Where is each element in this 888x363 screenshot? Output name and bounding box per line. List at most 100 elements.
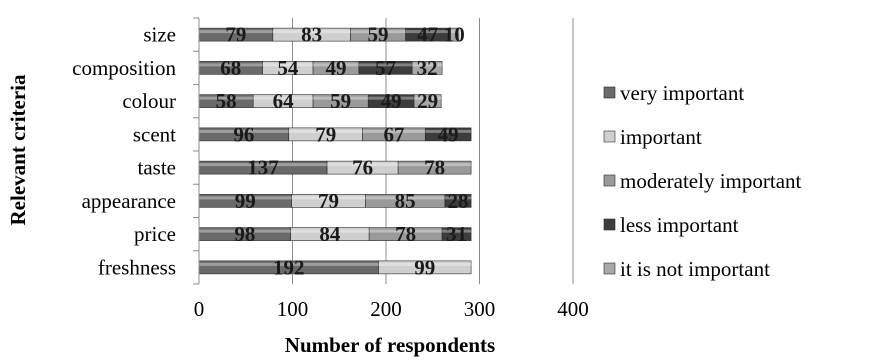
category-label-scent: scent xyxy=(133,122,176,146)
bar-scent-less-important xyxy=(424,127,472,142)
data-label-scent-moderately-important: 67 xyxy=(383,122,404,146)
bar-highlight xyxy=(362,129,426,133)
bar-highlight xyxy=(449,30,459,34)
bar-highlight xyxy=(425,129,472,133)
legend-label-important: important xyxy=(620,125,702,149)
x-tick-label-400: 400 xyxy=(557,297,589,321)
data-label-appearance-important: 79 xyxy=(318,189,339,213)
bar-highlight xyxy=(313,63,359,67)
data-label-composition-it-is-not-important: 32 xyxy=(417,56,438,80)
data-label-price-moderately-important: 78 xyxy=(395,222,416,246)
bar-highlight xyxy=(199,229,291,233)
bar-highlight xyxy=(199,63,263,67)
bar-highlight xyxy=(262,63,314,67)
bar-highlight xyxy=(288,129,363,133)
legend-swatch-very-important xyxy=(603,86,616,99)
bar-highlight xyxy=(369,229,443,233)
bar-highlight xyxy=(444,196,472,200)
bar-size-it-is-not-important xyxy=(449,27,460,42)
data-label-size-it-is-not-important: 10 xyxy=(444,23,465,47)
data-label-appearance-very-important: 99 xyxy=(235,189,256,213)
bar-highlight xyxy=(199,262,379,266)
bar-highlight xyxy=(253,96,314,100)
bar-composition-it-is-not-important xyxy=(411,61,443,75)
bar-highlight xyxy=(358,63,413,67)
category-label-colour: colour xyxy=(122,89,176,113)
legend-label-it-is-not-important: it is not important xyxy=(620,257,770,281)
data-label-colour-less-important: 49 xyxy=(381,89,402,113)
data-label-colour-important: 64 xyxy=(273,89,295,113)
x-axis-title: Number of respondents xyxy=(285,333,495,357)
data-label-colour-very-important: 58 xyxy=(216,89,237,113)
bar-highlight xyxy=(272,30,351,34)
bar-highlight xyxy=(199,30,273,34)
data-label-size-very-important: 79 xyxy=(225,23,246,47)
category-label-freshness: freshness xyxy=(98,255,176,279)
category-label-size: size xyxy=(143,23,176,47)
y-axis-title: Relevant criteria xyxy=(6,74,30,226)
legend-label-very-important: very important xyxy=(620,81,744,105)
legend-swatch-important xyxy=(603,130,616,143)
category-label-taste: taste xyxy=(138,156,176,180)
data-label-size-less-important: 47 xyxy=(417,23,438,47)
data-label-colour-it-is-not-important: 29 xyxy=(417,89,438,113)
axes: 0 100 200 300 400 size composition colour scent t… xyxy=(72,17,589,321)
data-label-size-important: 83 xyxy=(301,23,322,47)
bars xyxy=(198,27,472,275)
bar-highlight xyxy=(327,163,399,167)
bar-taste-moderately-important xyxy=(397,160,472,175)
x-tick-label-300: 300 xyxy=(464,297,496,321)
data-label-colour-moderately-important: 59 xyxy=(330,89,351,113)
legend-swatch-moderately-important xyxy=(603,174,616,187)
data-label-taste-very-important: 137 xyxy=(247,156,279,180)
bar-highlight xyxy=(199,96,254,100)
legend-label-moderately-important: moderately important xyxy=(620,169,802,193)
bar-highlight xyxy=(199,163,328,167)
bar-highlight xyxy=(378,262,472,266)
data-label-scent-less-important: 49 xyxy=(438,122,459,146)
x-tick-label-200: 200 xyxy=(370,297,402,321)
data-label-composition-important: 54 xyxy=(277,56,299,80)
bar-highlight xyxy=(290,229,370,233)
bar-appearance-less-important xyxy=(444,194,472,208)
category-label-price: price xyxy=(134,222,176,246)
bar-highlight xyxy=(414,96,442,100)
data-label-appearance-less-important: 28 xyxy=(447,189,468,213)
bar-price-less-important xyxy=(441,227,472,241)
bar-highlight xyxy=(442,229,472,233)
legend-swatch-it-is-not-important xyxy=(603,262,616,275)
data-label-freshness-very-important: 192 xyxy=(273,255,305,279)
data-label-price-less-important: 31 xyxy=(446,222,467,246)
bar-colour-it-is-not-important xyxy=(413,94,442,108)
bar-highlight xyxy=(199,129,289,133)
bar-highlight xyxy=(350,30,406,34)
bar-highlight xyxy=(291,196,366,200)
bar-highlight xyxy=(199,196,292,200)
data-label-scent-very-important: 96 xyxy=(233,122,254,146)
x-tick-label-100: 100 xyxy=(277,297,309,321)
legend-label-less-important: less important xyxy=(620,213,739,237)
bar-highlight xyxy=(365,196,445,200)
category-label-composition: composition xyxy=(72,56,176,80)
data-label-composition-moderately-important: 49 xyxy=(325,56,346,80)
legend-swatch-less-important xyxy=(603,218,616,231)
data-label-appearance-moderately-important: 85 xyxy=(395,189,416,213)
category-label-appearance: appearance xyxy=(82,189,176,213)
data-label-taste-important: 76 xyxy=(352,156,373,180)
bar-highlight xyxy=(405,30,450,34)
bar-highlight xyxy=(398,163,472,167)
data-label-composition-less-important: 57 xyxy=(375,56,396,80)
bar-highlight xyxy=(313,96,369,100)
data-label-price-very-important: 98 xyxy=(234,222,255,246)
bar-highlight xyxy=(412,63,443,67)
data-label-size-moderately-important: 59 xyxy=(368,23,389,47)
data-label-composition-very-important: 68 xyxy=(220,56,241,80)
data-label-freshness-important: 99 xyxy=(414,255,435,279)
x-tick-label-0: 0 xyxy=(194,297,205,321)
bar-highlight xyxy=(368,96,415,100)
data-label-taste-moderately-important: 78 xyxy=(424,156,445,180)
legend: very important important moderately import… xyxy=(603,81,802,281)
